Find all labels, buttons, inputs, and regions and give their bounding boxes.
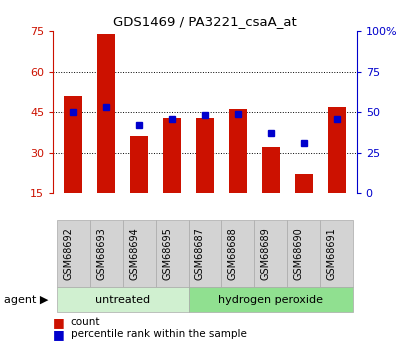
Text: percentile rank within the sample: percentile rank within the sample [70, 329, 246, 339]
Bar [196, 118, 213, 193]
Text: GSM68689: GSM68689 [260, 227, 270, 280]
Text: GSM68695: GSM68695 [162, 227, 172, 280]
Bar [228, 109, 247, 193]
Bar [294, 174, 312, 193]
Bar [97, 34, 115, 193]
Bar [327, 107, 345, 193]
Text: GSM68690: GSM68690 [293, 227, 303, 280]
Bar [130, 136, 148, 193]
Text: GSM68694: GSM68694 [129, 227, 139, 280]
Text: GSM68687: GSM68687 [195, 227, 204, 280]
Text: GSM68693: GSM68693 [96, 227, 106, 280]
Bar [162, 118, 181, 193]
Text: ■: ■ [53, 316, 69, 329]
Text: GSM68691: GSM68691 [326, 227, 336, 280]
Bar [261, 147, 279, 193]
Text: GSM68692: GSM68692 [63, 227, 73, 280]
Text: GSM68688: GSM68688 [227, 227, 237, 280]
Text: agent ▶: agent ▶ [4, 295, 48, 305]
Text: hydrogen peroxide: hydrogen peroxide [218, 295, 323, 305]
Text: count: count [70, 317, 100, 327]
Text: GDS1469 / PA3221_csaA_at: GDS1469 / PA3221_csaA_at [113, 16, 296, 29]
Text: untreated: untreated [95, 295, 150, 305]
Bar [64, 96, 82, 193]
Text: ■: ■ [53, 328, 69, 341]
